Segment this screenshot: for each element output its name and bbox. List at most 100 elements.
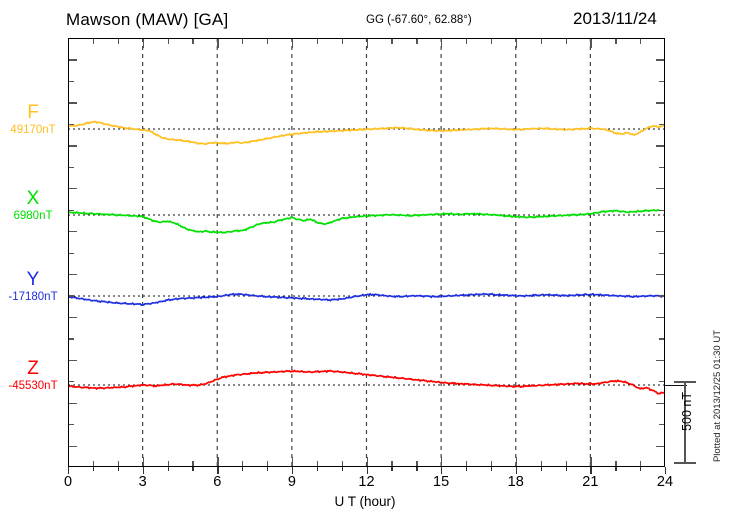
x-tick-top (490, 39, 493, 44)
component-symbol: Y (26, 269, 40, 290)
x-tick-outer (640, 467, 642, 471)
x-tick-outer (490, 467, 493, 471)
x-tick-outer (142, 467, 144, 474)
y-tick-right (656, 145, 664, 147)
x-tick-top (267, 39, 269, 44)
x-tick-bottom (466, 461, 468, 466)
x-tick-top (167, 39, 169, 44)
x-tick-bottom (217, 457, 219, 466)
y-tick-right (659, 338, 664, 340)
x-tick-outer (565, 467, 567, 471)
x-tick-outer (665, 467, 667, 474)
y-tick-left (69, 145, 77, 147)
x-tick-bottom (316, 461, 319, 466)
y-tick-left (69, 166, 74, 168)
x-tick-outer (515, 467, 518, 474)
x-tick-outer (391, 467, 393, 471)
x-tick-top (565, 39, 567, 44)
y-tick-right (656, 445, 664, 447)
x-tick-top (416, 39, 418, 44)
plot-frame (68, 38, 665, 467)
y-tick-left (69, 231, 77, 233)
x-tick-bottom (192, 461, 194, 466)
y-tick-left (69, 295, 74, 297)
x-axis-tick-label: 0 (63, 474, 73, 490)
x-tick-top (466, 39, 468, 44)
scale-bar-label: 500 nT (680, 392, 694, 431)
y-tick-right (659, 424, 664, 426)
component-label-x: X 6980nT (0, 189, 66, 223)
x-tick-top (615, 39, 617, 44)
x-tick-outer (267, 467, 269, 471)
y-tick-right (659, 80, 664, 83)
z-baseline-leader (665, 385, 687, 387)
x-tick-outer (466, 467, 468, 471)
x-tick-bottom (565, 461, 567, 466)
y-tick-left (69, 381, 74, 383)
component-baseline-value: 49170nT (10, 124, 56, 136)
scale-bar (684, 381, 686, 463)
x-axis-tick-label: 3 (138, 474, 147, 490)
x-tick-bottom (391, 461, 393, 466)
y-tick-left (69, 252, 74, 254)
component-baseline-value: 6980nT (13, 210, 53, 222)
x-tick-top (391, 39, 393, 44)
x-tick-top (242, 39, 244, 44)
trace-x (68, 209, 660, 234)
x-tick-bottom (366, 457, 368, 466)
y-tick-right (656, 102, 664, 104)
y-tick-left (69, 273, 77, 276)
x-axis-tick-label: 6 (213, 474, 222, 490)
x-tick-top (142, 39, 144, 48)
x-tick-outer (68, 467, 70, 474)
x-tick-outer (242, 467, 244, 471)
y-tick-right (656, 402, 664, 404)
x-axis-tick-label: 15 (433, 474, 450, 490)
x-tick-bottom (441, 457, 443, 466)
x-tick-top (590, 39, 592, 48)
y-tick-right (656, 231, 664, 233)
scale-bar-cap-bottom (674, 462, 696, 464)
y-tick-right (659, 123, 664, 126)
x-tick-bottom (92, 461, 95, 466)
x-tick-outer (92, 467, 95, 471)
y-tick-left (69, 80, 74, 83)
x-tick-outer (615, 467, 617, 471)
y-tick-right (659, 166, 664, 168)
x-tick-outer (590, 467, 592, 474)
y-tick-left (69, 359, 77, 362)
x-tick-outer (192, 467, 194, 471)
component-symbol: Z (27, 358, 39, 379)
y-tick-right (659, 381, 664, 383)
x-axis-tick-label: 18 (507, 474, 524, 490)
x-tick-bottom (291, 457, 294, 466)
x-tick-bottom (615, 461, 617, 466)
y-tick-left (69, 402, 77, 404)
observation-date: 2013/11/24 (573, 9, 657, 28)
x-tick-bottom (167, 461, 169, 466)
x-tick-top (540, 39, 542, 44)
x-tick-outer (117, 467, 120, 471)
y-tick-left (69, 102, 77, 104)
geographic-coordinates: GG (-67.60°, 62.88°) (366, 14, 472, 26)
y-tick-left (69, 424, 74, 426)
x-tick-bottom (590, 457, 592, 466)
x-tick-bottom (341, 461, 343, 466)
x-tick-bottom (515, 457, 518, 466)
trace-z (68, 369, 665, 395)
x-tick-bottom (142, 457, 144, 466)
x-tick-top (441, 39, 443, 48)
x-tick-bottom (267, 461, 269, 466)
y-tick-left (69, 338, 74, 340)
x-tick-outer (291, 467, 294, 474)
x-tick-outer (167, 467, 169, 471)
x-tick-outer (316, 467, 319, 471)
y-tick-right (656, 188, 664, 190)
x-tick-outer (540, 467, 542, 471)
plotted-timestamp: Plotted at 2013/12/25 01:30 UT (712, 330, 723, 463)
trace-y (68, 292, 665, 307)
x-tick-bottom (242, 461, 244, 466)
x-tick-top (515, 39, 518, 48)
x-tick-outer (416, 467, 418, 471)
x-tick-top (117, 39, 120, 44)
